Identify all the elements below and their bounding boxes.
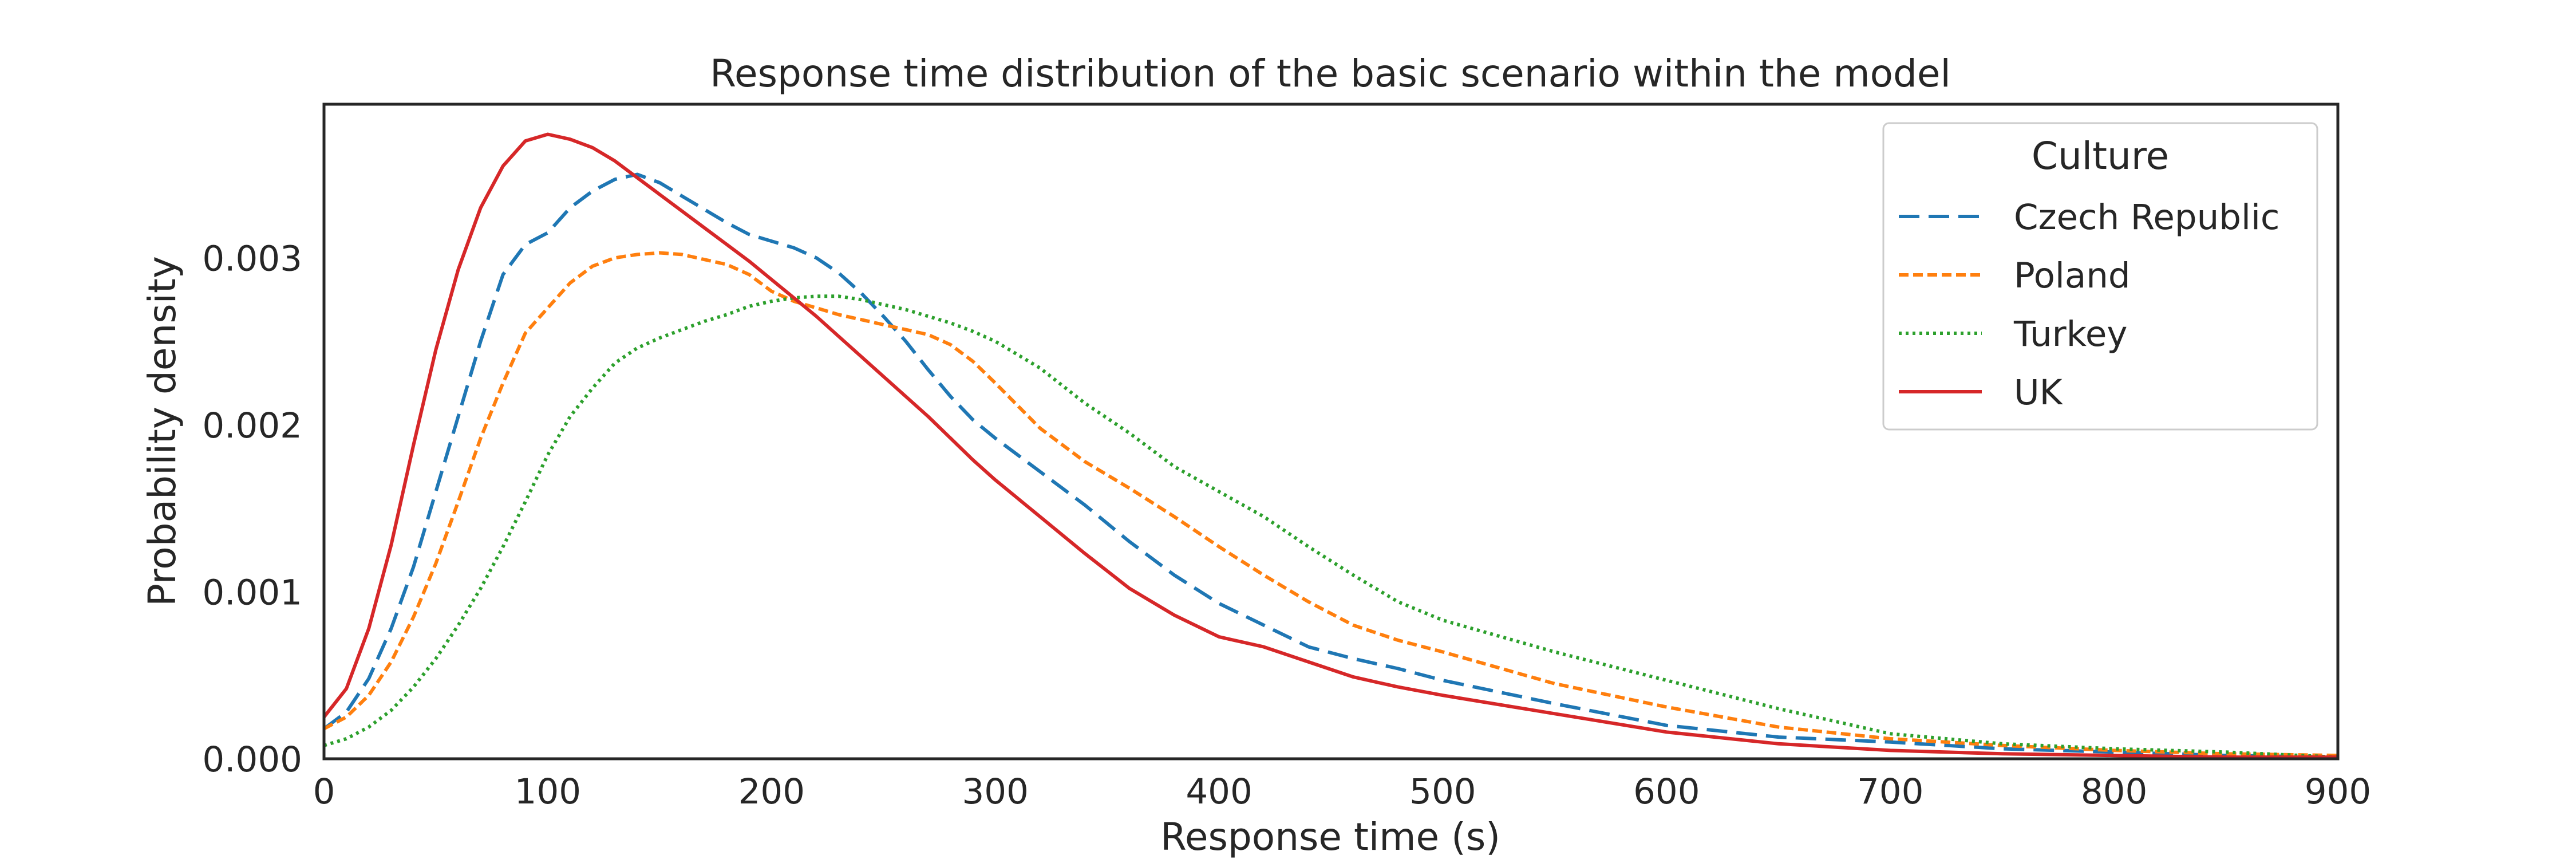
x-tick-label: 0	[313, 771, 335, 812]
legend-entry: UK	[1899, 372, 2064, 413]
legend-entry: Poland	[1899, 255, 2131, 296]
y-tick-label: 0.000	[202, 739, 302, 780]
y-tick-label: 0.001	[202, 572, 302, 613]
legend-box	[1882, 122, 2318, 431]
x-tick-label: 900	[2305, 771, 2371, 812]
y-tick-labels: 0.000 0.001 0.002 0.003	[202, 238, 302, 780]
x-tick-label: 600	[1633, 771, 1700, 812]
legend-label-turkey: Turkey	[2013, 314, 2128, 354]
plot-lines	[322, 132, 2338, 759]
legend-label-czech-republic: Czech Republic	[2014, 197, 2279, 238]
x-tick-label: 500	[1409, 771, 1476, 812]
x-tick-label: 200	[738, 771, 805, 812]
plot-frame	[322, 103, 2340, 761]
y-axis-label: Probability density	[140, 256, 184, 606]
series-line-czech-republic	[323, 172, 2338, 759]
legend-label-uk: UK	[2014, 372, 2064, 413]
x-tick-labels: 0 100 200 300 400 500 600 700 800 900	[313, 771, 2372, 812]
legend-label-poland: Poland	[2014, 255, 2131, 296]
x-tick-label: 700	[1857, 771, 1923, 812]
x-tick-label: 300	[962, 771, 1028, 812]
x-tick-label: 100	[515, 771, 581, 812]
legend: Culture Czech Republic Poland Turkey UK	[1882, 122, 2318, 431]
y-tick-label: 0.003	[202, 238, 302, 279]
x-tick-label: 400	[1186, 771, 1252, 812]
chart-title: Response time distribution of the basic …	[710, 52, 1951, 96]
legend-title: Culture	[2032, 134, 2169, 178]
series-line-turkey	[323, 294, 2338, 759]
series-line-poland	[323, 251, 2338, 758]
series-line-uk	[322, 132, 2338, 759]
legend-entry: Turkey	[1899, 314, 2128, 354]
x-axis-label: Response time (s)	[1160, 815, 1500, 859]
x-tick-label: 800	[2081, 771, 2147, 812]
y-tick-label: 0.002	[202, 405, 302, 446]
legend-entry: Czech Republic	[1899, 197, 2279, 238]
